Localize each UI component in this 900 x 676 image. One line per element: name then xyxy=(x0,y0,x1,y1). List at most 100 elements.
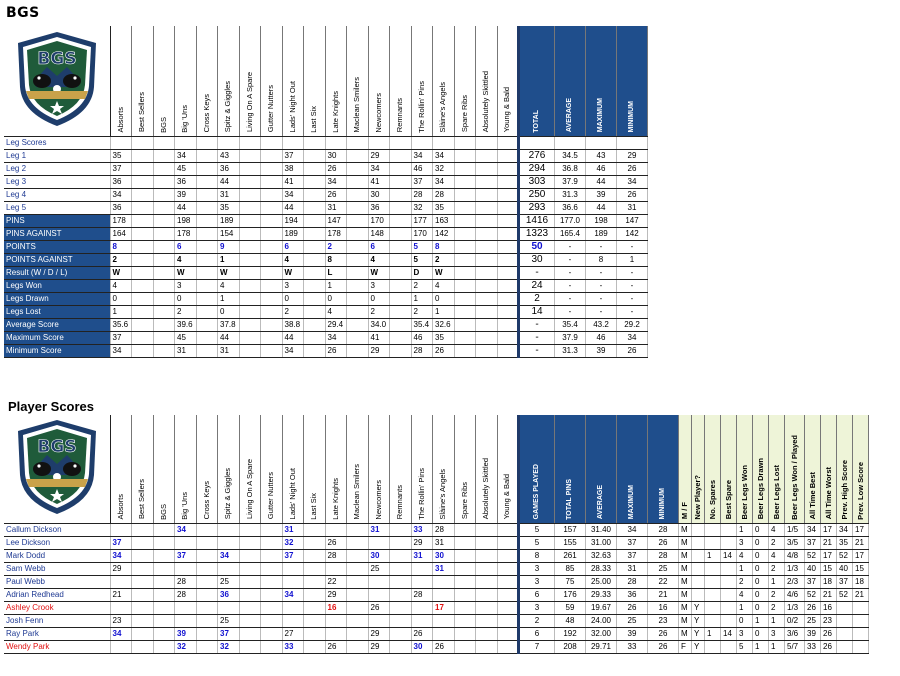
team-header: Young & Bald xyxy=(497,26,519,137)
team-header: Big 'Uns xyxy=(174,415,197,524)
player-extra: 17 xyxy=(852,523,869,537)
summary-value: - xyxy=(554,305,586,319)
team-score xyxy=(303,344,326,358)
player-score xyxy=(432,627,455,641)
team-header: Absolutely Skittled xyxy=(475,26,498,137)
team-score: W xyxy=(217,266,240,280)
player-score: 29 xyxy=(110,562,132,576)
summary-header: MAXIMUM xyxy=(616,415,648,524)
team-score: 44 xyxy=(217,175,240,189)
team-score xyxy=(389,240,412,254)
player-score xyxy=(239,523,261,537)
player-score xyxy=(411,601,433,615)
summary-value: 31.3 xyxy=(554,344,586,358)
team-score xyxy=(196,175,218,189)
player-score xyxy=(389,575,412,589)
team-score: 1 xyxy=(432,305,455,319)
team-score: 147 xyxy=(325,214,347,228)
player-summary: 155 xyxy=(554,536,586,550)
team-score: 6 xyxy=(368,240,390,254)
team-score: 44 xyxy=(174,201,197,215)
team-score xyxy=(346,331,369,345)
player-score xyxy=(497,601,519,615)
player-score xyxy=(282,614,304,628)
team-score: 0 xyxy=(110,292,132,306)
team-score xyxy=(196,162,218,176)
team-score xyxy=(260,240,283,254)
player-score xyxy=(239,614,261,628)
league-row: Leg 2 37 45 36 38 26 34 46 32 294 36.8 46 26 xyxy=(4,162,648,176)
team-score xyxy=(153,344,175,358)
player-score xyxy=(174,536,197,550)
summary-value: 2 xyxy=(517,292,555,306)
team-score: 35 xyxy=(110,149,132,163)
team-score xyxy=(303,292,326,306)
row-label: Leg 1 xyxy=(4,149,111,163)
summary-value: - xyxy=(616,292,648,306)
row-label: Result (W / D / L) xyxy=(4,266,111,280)
player-score: 34 xyxy=(110,627,132,641)
team-score xyxy=(389,162,412,176)
league-row: Average Score 35.6 39.6 37.8 38.8 29.4 34.0 35.… xyxy=(4,318,648,332)
team-score xyxy=(239,279,261,293)
team-score xyxy=(475,253,498,267)
player-score: 34 xyxy=(174,523,197,537)
team-score xyxy=(260,305,283,319)
team-score xyxy=(454,201,476,215)
team-score xyxy=(475,162,498,176)
team-score xyxy=(131,292,154,306)
player-score xyxy=(432,614,455,628)
player-score xyxy=(303,614,326,628)
player-extra: 37 xyxy=(804,575,821,589)
player-score xyxy=(131,536,154,550)
player-row: Josh Fenn 23 25 2 48 24.00 25 23 M Y 0 1 1 0/2 25 23 xyxy=(4,614,869,628)
player-score xyxy=(389,549,412,563)
player-extra: 4 xyxy=(736,549,753,563)
team-score xyxy=(346,162,369,176)
player-extra: 1 xyxy=(736,562,753,576)
team-score xyxy=(239,240,261,254)
team-score xyxy=(497,149,519,163)
player-score xyxy=(196,536,218,550)
player-extra: 3 xyxy=(736,536,753,550)
team-score: 0 xyxy=(217,305,240,319)
team-score xyxy=(475,331,498,345)
player-score xyxy=(239,627,261,641)
team-score: 194 xyxy=(282,214,304,228)
player-score xyxy=(475,523,498,537)
team-score: 45 xyxy=(174,162,197,176)
player-score: 25 xyxy=(217,614,240,628)
team-score: 35 xyxy=(432,331,455,345)
player-score xyxy=(239,601,261,615)
player-score xyxy=(389,627,412,641)
player-score xyxy=(260,640,283,654)
team-score: 2 xyxy=(282,305,304,319)
team-score: 3 xyxy=(174,279,197,293)
team-score: 26 xyxy=(325,188,347,202)
player-score xyxy=(153,588,175,602)
player-score: 21 xyxy=(110,588,132,602)
team-score xyxy=(389,331,412,345)
summary-value: 31.3 xyxy=(554,188,586,202)
summary-value: 1 xyxy=(616,253,648,267)
player-score: 30 xyxy=(411,640,433,654)
page-title: BGS xyxy=(6,5,40,21)
player-summary: 25 xyxy=(647,562,679,576)
player-extra: 4/6 xyxy=(784,588,805,602)
team-header: Cross Keys xyxy=(196,26,218,137)
player-score: 23 xyxy=(110,614,132,628)
player-score xyxy=(239,562,261,576)
player-score xyxy=(325,523,347,537)
player-extra: M xyxy=(678,601,692,615)
summary-value: 8 xyxy=(585,253,617,267)
team-score: 39.6 xyxy=(174,318,197,332)
team-header: Slàine's Angels xyxy=(432,26,455,137)
summary-value: 46 xyxy=(585,162,617,176)
player-extra: 0 xyxy=(752,588,769,602)
player-summary: 26 xyxy=(647,627,679,641)
team-score xyxy=(497,240,519,254)
team-header: Gutter Nutters xyxy=(260,26,283,137)
team-score: 35 xyxy=(217,201,240,215)
player-extra: 52 xyxy=(804,588,821,602)
player-summary: 157 xyxy=(554,523,586,537)
